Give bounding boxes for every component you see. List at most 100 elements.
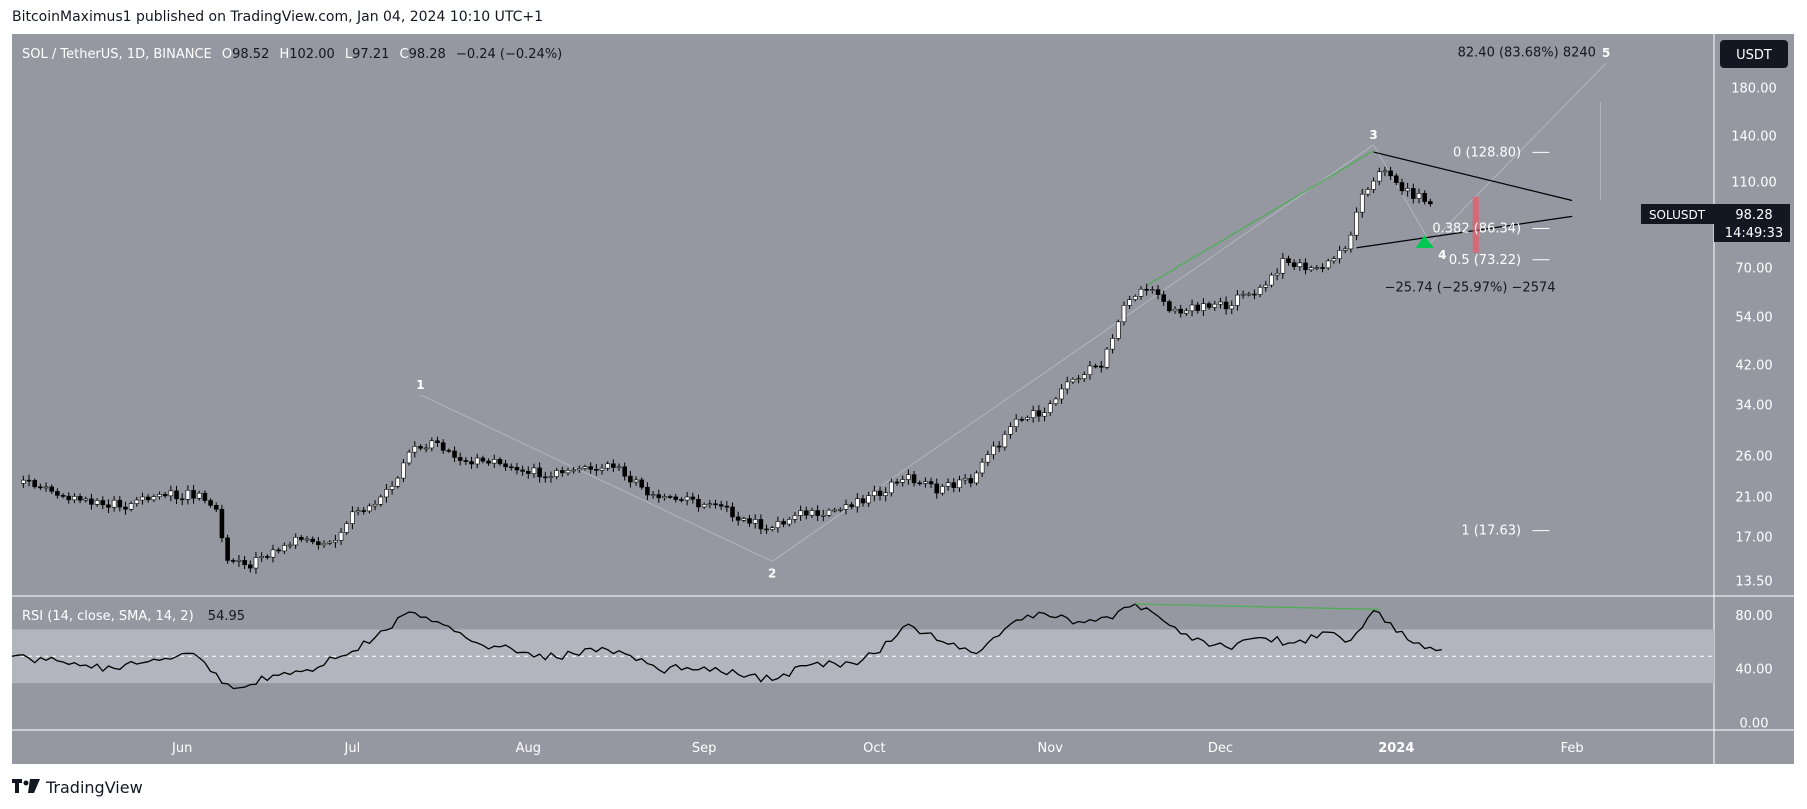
candle-body: [662, 496, 667, 499]
candle-body: [276, 549, 281, 552]
price-tick-label: 13.50: [1735, 574, 1772, 589]
candle-body: [792, 515, 798, 520]
price-tick-label: 26.00: [1735, 450, 1772, 465]
candle-body: [1331, 258, 1337, 262]
current-price-label[interactable]: SOLUSDT 98.28 14:49:33: [1641, 204, 1790, 242]
candle-body: [219, 508, 225, 539]
candle-body: [83, 498, 89, 501]
price-pane[interactable]: [12, 34, 1714, 596]
currency-button[interactable]: [1720, 40, 1788, 68]
candle-body: [168, 490, 174, 497]
candle-body: [72, 496, 77, 501]
currency-button-label: USDT: [1736, 48, 1772, 63]
candle-body: [1428, 201, 1433, 205]
candle-body: [735, 516, 741, 521]
candle-body: [855, 498, 860, 508]
candle-body: [1087, 365, 1093, 375]
candle-body: [832, 509, 837, 512]
candle-body: [656, 494, 662, 499]
candle-body: [282, 545, 287, 552]
candle-body: [1161, 294, 1166, 302]
candle-body: [157, 494, 162, 497]
candle-body: [503, 463, 508, 468]
candle-body: [480, 457, 486, 462]
candle-body: [599, 467, 605, 471]
candle-body: [174, 490, 179, 500]
candle-body: [1025, 417, 1030, 420]
time-tick-label: 2024: [1378, 741, 1414, 756]
drop-measure-bar: [1472, 196, 1479, 253]
candle-body: [849, 504, 854, 508]
candle-body: [1150, 289, 1155, 291]
price-axis[interactable]: [1714, 34, 1794, 764]
time-tick-label: Jun: [171, 741, 192, 756]
price-tick-label: 21.00: [1735, 490, 1772, 505]
time-axis[interactable]: [12, 730, 1714, 764]
candle-body: [202, 492, 208, 501]
candle-body: [1218, 301, 1223, 305]
candle-body: [1064, 381, 1070, 390]
candle-body: [1059, 388, 1064, 400]
candle-body: [1036, 410, 1042, 417]
candle-body: [94, 500, 100, 505]
fib-level-label: 1 (17.63): [1461, 524, 1521, 539]
candle-body: [843, 504, 849, 510]
candle-body: [230, 560, 236, 562]
candle-body: [1399, 182, 1405, 192]
candle-body: [577, 468, 582, 471]
candle-body: [265, 556, 270, 558]
candle-body: [361, 510, 367, 512]
candle-body: [560, 470, 565, 474]
candle-body: [1138, 288, 1144, 297]
price-label-countdown: 14:49:33: [1725, 226, 1783, 241]
footer-brand[interactable]: TradingView: [12, 778, 143, 797]
rsi-tick-label: 0.00: [1740, 716, 1769, 731]
candle-body: [1081, 374, 1087, 379]
candle-body: [786, 519, 792, 525]
candle-body: [213, 505, 219, 510]
price-label-symbol: SOLUSDT: [1649, 208, 1706, 222]
candle-body: [645, 486, 650, 496]
candle-body: [866, 495, 871, 504]
time-tick-label: Dec: [1208, 741, 1233, 756]
rsi-layer: [11, 603, 1714, 690]
candle-body: [384, 489, 389, 498]
candle-body: [418, 446, 423, 449]
candle-body: [707, 503, 713, 506]
candle-body: [838, 509, 843, 511]
candle-body: [1008, 426, 1013, 435]
candle-body: [355, 510, 361, 513]
candle-body: [713, 503, 718, 506]
price-tick-label: 140.00: [1731, 130, 1777, 145]
candle-body: [247, 564, 253, 569]
rsi-tick-label: 40.00: [1735, 663, 1772, 678]
candle-body: [1098, 365, 1104, 368]
rsi-legend-value: 54.95: [208, 609, 245, 624]
candle-body: [1348, 234, 1354, 250]
price-divergence-line: [1146, 150, 1374, 286]
candle-body: [616, 466, 622, 469]
candle-body: [764, 528, 769, 531]
candle-body: [690, 496, 696, 500]
candle-body: [406, 451, 412, 464]
wave-connector-line: [420, 394, 773, 562]
candle-body: [605, 463, 610, 469]
candle-body: [809, 510, 815, 516]
rsi-legend[interactable]: RSI (14, close, SMA, 14, 2) 54.95: [22, 609, 245, 624]
candle-body: [151, 496, 157, 501]
candle-body: [594, 469, 599, 471]
candle-body: [60, 495, 66, 497]
candle-body: [565, 470, 571, 474]
candle-body: [367, 505, 372, 512]
candle-body: [457, 457, 463, 461]
open-value: 98.52: [232, 47, 269, 62]
wave-label: 1: [416, 378, 424, 392]
candle-body: [236, 560, 242, 562]
candle-body: [962, 478, 968, 481]
candle-body: [1235, 294, 1240, 306]
candle-body: [316, 541, 321, 546]
symbol-legend[interactable]: SOL / TetherUS, 1D, BINANCE O98.52 H102.…: [22, 47, 562, 62]
candle-body: [798, 510, 803, 516]
candle-body: [633, 479, 639, 483]
